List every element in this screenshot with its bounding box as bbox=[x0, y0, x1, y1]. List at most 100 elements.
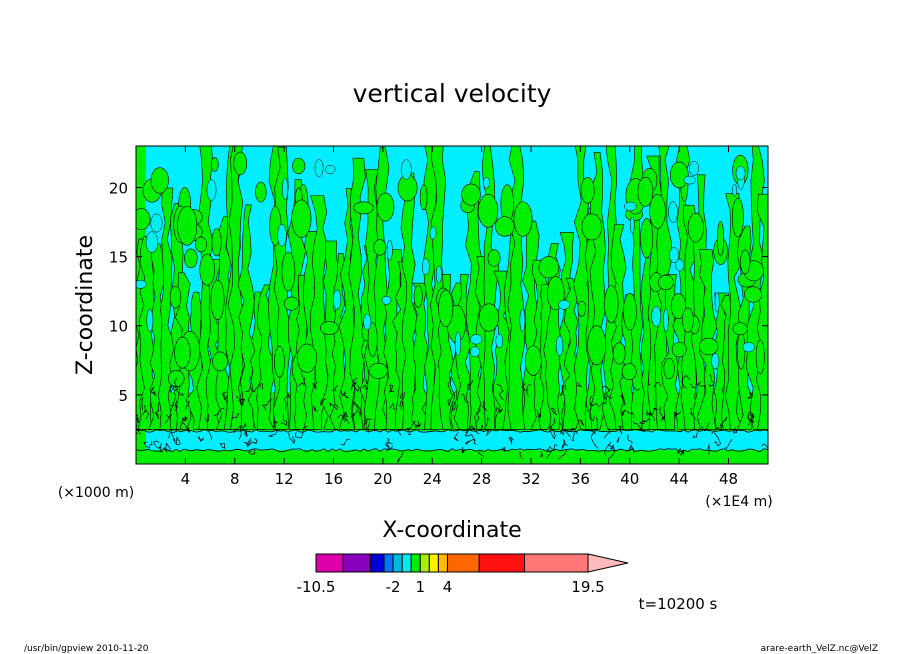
contour-line bbox=[609, 444, 615, 451]
contour-line bbox=[385, 437, 393, 449]
contour-line bbox=[350, 401, 359, 418]
contour-blob bbox=[731, 197, 744, 238]
contour-line bbox=[367, 421, 370, 433]
contour-blob bbox=[587, 325, 607, 366]
contour-blob bbox=[368, 362, 388, 379]
contour-line bbox=[247, 439, 256, 447]
contour-line bbox=[170, 430, 177, 445]
contour-line bbox=[559, 429, 571, 438]
contour-line bbox=[465, 434, 477, 445]
contour-line bbox=[467, 380, 474, 391]
contour-line bbox=[620, 395, 626, 406]
x-tick-label: 12 bbox=[275, 470, 294, 488]
contour-line bbox=[496, 384, 504, 400]
colorbar-tick-label: -10.5 bbox=[297, 578, 336, 596]
contour-line bbox=[353, 403, 361, 418]
y-tick-label: 10 bbox=[109, 318, 128, 336]
contour-line bbox=[724, 438, 733, 450]
contour-blob bbox=[169, 285, 182, 309]
contour-blob bbox=[604, 285, 619, 324]
contour-line bbox=[689, 408, 697, 421]
colorbar-segment bbox=[369, 553, 385, 573]
x-tick-label: 8 bbox=[230, 470, 240, 488]
contour-fields bbox=[136, 146, 768, 464]
contour-blob bbox=[657, 274, 674, 291]
colorbar-segment bbox=[383, 553, 394, 573]
contour-line bbox=[719, 416, 728, 430]
contour-line bbox=[464, 438, 476, 445]
contour-line bbox=[707, 444, 710, 455]
contour-line bbox=[283, 391, 291, 410]
contour-hole bbox=[150, 213, 163, 233]
contour-hole bbox=[624, 201, 637, 212]
contour-hole bbox=[454, 331, 461, 356]
contour-line bbox=[618, 425, 623, 435]
contour-hole bbox=[421, 258, 430, 276]
contour-hole bbox=[314, 159, 324, 177]
contour-line bbox=[482, 401, 488, 412]
x-tick-label: 44 bbox=[670, 470, 689, 488]
contour-line bbox=[638, 418, 650, 424]
contour-line bbox=[397, 428, 403, 436]
time-label: t=10200 s bbox=[639, 595, 718, 613]
contour-line bbox=[247, 448, 256, 455]
contour-hole bbox=[668, 201, 678, 223]
contour-line bbox=[312, 381, 318, 391]
contour-blob bbox=[682, 307, 694, 333]
contour-line bbox=[238, 398, 244, 406]
contour-line bbox=[464, 424, 476, 437]
contour-line bbox=[708, 374, 715, 388]
contour-line bbox=[157, 402, 160, 412]
colorbar-segment bbox=[315, 553, 344, 573]
contour-hole bbox=[558, 299, 571, 310]
contour-line bbox=[600, 394, 613, 406]
contour-hole bbox=[277, 224, 287, 247]
contour-line bbox=[242, 422, 247, 429]
colorbar-tick-label: 1 bbox=[415, 578, 425, 596]
contour-line bbox=[632, 420, 646, 431]
contour-line bbox=[340, 439, 351, 446]
contour-blob bbox=[461, 183, 481, 206]
contour-line bbox=[180, 421, 190, 430]
y-tick-label: 15 bbox=[109, 249, 128, 267]
colorbar-tick-label: 4 bbox=[443, 578, 453, 596]
contour-line bbox=[747, 411, 754, 423]
contour-line bbox=[607, 450, 616, 464]
plot-area bbox=[136, 146, 768, 464]
contour-line bbox=[447, 391, 456, 407]
colorbar-tick-label: 19.5 bbox=[571, 578, 604, 596]
contour-line bbox=[558, 449, 568, 460]
contour-line bbox=[549, 425, 556, 440]
contour-line bbox=[451, 401, 457, 411]
colorbar-segment bbox=[342, 553, 371, 573]
contour-blob bbox=[717, 220, 725, 257]
contour-blob bbox=[291, 199, 312, 238]
contour-line bbox=[648, 378, 651, 385]
contour-hole bbox=[732, 183, 737, 197]
contour-line bbox=[495, 406, 503, 414]
x-tick-label: 24 bbox=[423, 470, 442, 488]
contour-line bbox=[159, 446, 164, 453]
contour-line bbox=[588, 417, 599, 434]
contour-line bbox=[207, 430, 213, 441]
contour-hole bbox=[651, 306, 662, 327]
footer-right: arare-earth_VelZ.nc@VelZ bbox=[761, 644, 878, 654]
contour-line bbox=[697, 381, 705, 388]
contour-line bbox=[713, 432, 721, 447]
contour-blob bbox=[211, 228, 222, 257]
contour-line bbox=[508, 436, 514, 445]
contour-blob bbox=[577, 300, 586, 317]
contour-line bbox=[461, 393, 470, 404]
contour-blob bbox=[367, 322, 378, 357]
contour-blob bbox=[376, 192, 395, 222]
x-tick-label: 48 bbox=[719, 470, 738, 488]
x-axis-ticks: 4 8 12 16 20 24 28 32 36 40 44 48 bbox=[181, 146, 738, 488]
contour-hole bbox=[555, 335, 564, 357]
contour-line bbox=[651, 407, 659, 415]
contour-line bbox=[170, 402, 175, 407]
contour-hole bbox=[400, 159, 412, 180]
contour-blob bbox=[150, 167, 169, 194]
contour-line bbox=[604, 441, 613, 456]
contour-blob bbox=[649, 193, 666, 229]
contour-line bbox=[653, 382, 662, 389]
